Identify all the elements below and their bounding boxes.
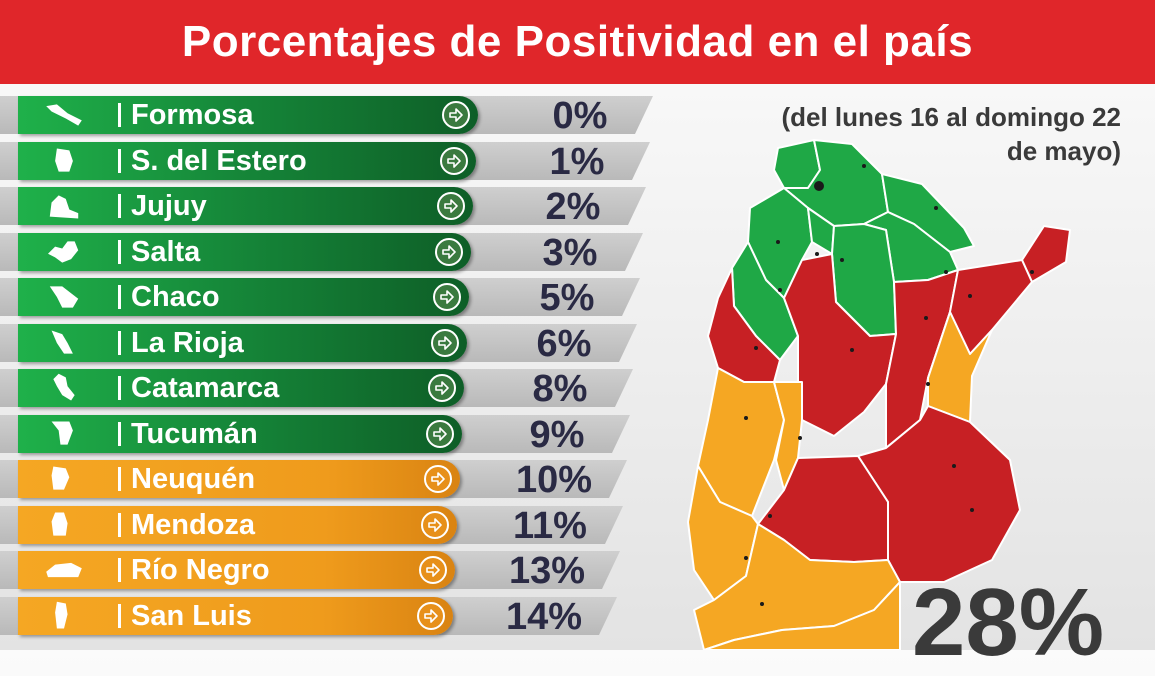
province-row[interactable]: Formosa 0%	[0, 95, 653, 137]
separator	[118, 376, 121, 400]
arrow-right-icon[interactable]	[442, 101, 470, 129]
province-percentage: 0%	[552, 95, 608, 137]
province-name: Catamarca	[131, 372, 280, 404]
map-region-cordoba	[783, 253, 897, 437]
separator	[118, 422, 121, 446]
province-name: Formosa	[131, 99, 254, 131]
salta-map-icon	[48, 241, 79, 263]
arrow-right-icon[interactable]	[424, 465, 452, 493]
province-name: Jujuy	[131, 190, 207, 222]
separator	[118, 103, 121, 127]
chaco-map-icon	[49, 286, 79, 308]
arrow-right-icon[interactable]	[419, 556, 447, 584]
arrow-right-icon[interactable]	[437, 192, 465, 220]
province-row[interactable]: Salta 3%	[0, 232, 643, 274]
national-total-percentage: 28%	[912, 569, 1105, 676]
province-percentage: 13%	[508, 550, 586, 592]
page-title: Porcentajes de Positividad en el país	[181, 17, 974, 66]
province-row[interactable]: Tucumán 9%	[0, 414, 630, 456]
arrow-right-icon[interactable]	[440, 147, 468, 175]
province-bar[interactable]: Jujuy	[18, 187, 473, 225]
separator	[118, 194, 121, 218]
separator	[118, 149, 121, 173]
province-percentage: 2%	[545, 186, 601, 228]
province-bar[interactable]: Tucumán	[18, 415, 462, 453]
arrow-right-icon[interactable]	[431, 329, 459, 357]
province-bar[interactable]: Catamarca	[18, 369, 464, 407]
province-row[interactable]: Mendoza 11%	[0, 505, 623, 547]
separator	[118, 467, 121, 491]
separator	[118, 513, 121, 537]
separator	[118, 604, 121, 628]
map-region-santa-fe	[885, 269, 959, 449]
date-range-line-1: (del lunes 16 al domingo 22	[781, 102, 1121, 132]
province-bar[interactable]: Chaco	[18, 278, 469, 316]
province-row[interactable]: La Rioja 6%	[0, 323, 637, 365]
neuquen-map-icon	[51, 466, 70, 490]
province-name: Río Negro	[131, 554, 270, 586]
province-name: Tucumán	[131, 418, 258, 450]
province-name: Chaco	[131, 281, 220, 313]
header-bar: Porcentajes de Positividad en el país	[0, 0, 1155, 84]
province-row[interactable]: Jujuy 2%	[0, 186, 646, 228]
province-name: San Luis	[131, 600, 252, 632]
rio-negro-map-icon	[46, 562, 82, 578]
province-row[interactable]: Catamarca 8%	[0, 368, 633, 410]
province-row[interactable]: Neuquén 10%	[0, 459, 627, 501]
province-percentage: 3%	[542, 232, 598, 274]
arrow-right-icon[interactable]	[421, 511, 449, 539]
province-list: Formosa 0% S. del Estero 1% Jujuy 2% Salta 3% Ch…	[0, 96, 680, 656]
province-name: Salta	[131, 236, 201, 268]
province-row[interactable]: Chaco 5%	[0, 277, 640, 319]
province-bar[interactable]: S. del Estero	[18, 142, 476, 180]
date-range: (del lunes 16 al domingo 22 de mayo)	[691, 100, 1121, 168]
province-bar[interactable]: Salta	[18, 233, 471, 271]
arrow-right-icon[interactable]	[417, 602, 445, 630]
province-bar[interactable]: Río Negro	[18, 551, 455, 589]
map-region-misiones	[1021, 225, 1071, 283]
separator	[118, 558, 121, 582]
san-luis-map-icon	[55, 601, 68, 629]
separator	[118, 285, 121, 309]
arrow-right-icon[interactable]	[428, 374, 456, 402]
separator	[118, 331, 121, 355]
province-name: Neuquén	[131, 463, 256, 495]
map-region-chubut	[703, 581, 901, 650]
province-name: Mendoza	[131, 509, 256, 541]
province-percentage: 14%	[505, 596, 583, 638]
map-region-mendoza	[697, 367, 785, 517]
province-percentage: 10%	[515, 459, 593, 501]
province-name: S. del Estero	[131, 145, 307, 177]
formosa-map-icon	[46, 104, 82, 126]
province-percentage: 8%	[532, 368, 588, 410]
santiago-del-estero-map-icon	[55, 148, 73, 172]
arrow-right-icon[interactable]	[435, 238, 463, 266]
catamarca-map-icon	[53, 373, 75, 401]
date-range-line-2: de mayo)	[1006, 136, 1121, 166]
province-percentage: 1%	[549, 141, 605, 183]
tucuman-map-icon	[51, 421, 73, 445]
province-bar[interactable]: La Rioja	[18, 324, 467, 362]
province-name: La Rioja	[131, 327, 244, 359]
province-row[interactable]: Río Negro 13%	[0, 550, 620, 592]
province-bar[interactable]: Formosa	[18, 96, 478, 134]
la-rioja-map-icon	[51, 330, 73, 354]
province-bar[interactable]: Neuquén	[18, 460, 460, 498]
jujuy-map-icon	[49, 195, 79, 219]
argentina-map	[687, 139, 1071, 650]
province-bar[interactable]: Mendoza	[18, 506, 457, 544]
mendoza-map-icon	[51, 512, 68, 536]
province-percentage: 6%	[536, 323, 592, 365]
province-percentage: 5%	[539, 277, 595, 319]
separator	[118, 240, 121, 264]
arrow-right-icon[interactable]	[433, 283, 461, 311]
province-percentage: 11%	[513, 505, 587, 547]
province-bar[interactable]: San Luis	[18, 597, 453, 635]
arrow-right-icon[interactable]	[426, 420, 454, 448]
province-row[interactable]: S. del Estero 1%	[0, 141, 650, 183]
province-row[interactable]: San Luis 14%	[0, 596, 617, 638]
province-percentage: 9%	[529, 414, 585, 456]
